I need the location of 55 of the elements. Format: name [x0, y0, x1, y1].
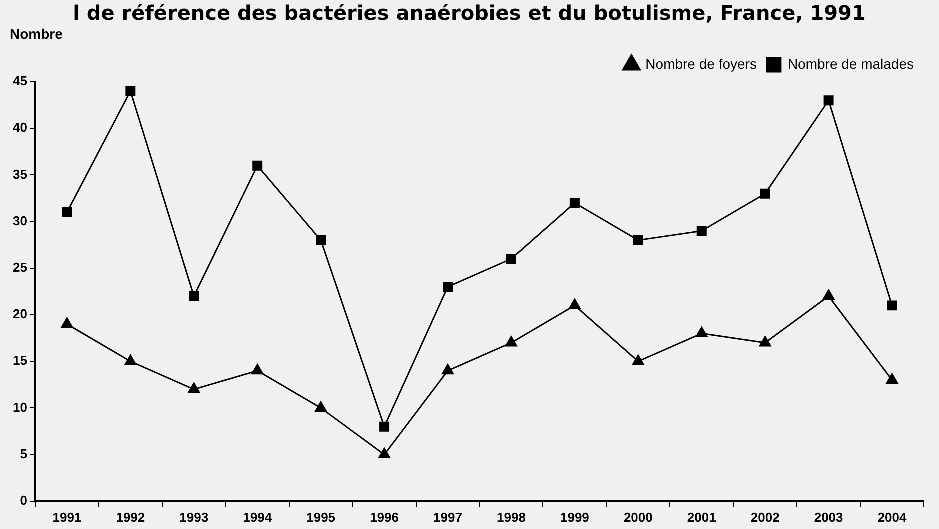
point — [252, 364, 264, 375]
y-tick-label: 35 — [12, 166, 28, 182]
x-tick-label: 1995 — [306, 510, 336, 525]
point — [188, 382, 200, 394]
x-tick-label: 1992 — [116, 510, 146, 525]
point — [126, 86, 136, 96]
point — [696, 226, 707, 236]
point — [443, 282, 453, 292]
y-tick-label: 40 — [12, 120, 28, 136]
y-tick-label: 0 — [20, 492, 28, 508]
y-tick-label: 30 — [12, 213, 28, 228]
y-tick-label: 45 — [12, 74, 28, 89]
x-tick-label: 2000 — [624, 510, 653, 525]
point — [252, 160, 263, 171]
legend-label: Nombre de foyers — [646, 56, 757, 72]
point — [759, 336, 772, 347]
point — [378, 448, 390, 459]
x-tick-label: 2002 — [750, 510, 780, 525]
point — [506, 336, 518, 347]
point — [315, 401, 328, 412]
x-tick-label: 1996 — [370, 510, 399, 525]
y-tick-label: 25 — [12, 260, 28, 275]
y-tick-label: 10 — [12, 400, 28, 415]
x-tick-label: 2001 — [687, 510, 716, 525]
legend-label: Nombre de malades — [788, 56, 914, 72]
point — [61, 318, 74, 328]
point — [124, 354, 137, 366]
point — [570, 198, 580, 208]
x-tick-label: 1999 — [560, 510, 590, 525]
point — [568, 298, 581, 310]
chart-title: l de référence des bactéries anaérobies et du botulisme, France, 1991 — [72, 0, 867, 26]
x-tick-label: 1994 — [243, 510, 273, 525]
y-tick-label: 20 — [12, 306, 28, 322]
y-tick-label: 5 — [20, 446, 28, 462]
point — [316, 235, 326, 246]
point — [760, 188, 770, 199]
x-tick-label: 1993 — [180, 510, 209, 525]
point — [632, 354, 644, 366]
x-tick-label: 2004 — [878, 510, 908, 525]
y-axis-title: Nombre — [10, 26, 64, 42]
point — [506, 254, 516, 264]
point — [189, 291, 200, 302]
y-tick-label: 15 — [12, 353, 28, 368]
x-tick-label: 2003 — [814, 510, 844, 525]
x-tick-label: 1997 — [434, 510, 462, 525]
x-tick-label: 1991 — [52, 510, 82, 525]
point — [62, 207, 72, 218]
point — [887, 300, 898, 311]
point — [633, 235, 644, 246]
point — [822, 290, 835, 300]
point — [886, 373, 898, 384]
point — [442, 364, 454, 375]
x-tick-label: 1998 — [497, 510, 526, 525]
point — [696, 326, 708, 338]
point — [824, 96, 834, 106]
